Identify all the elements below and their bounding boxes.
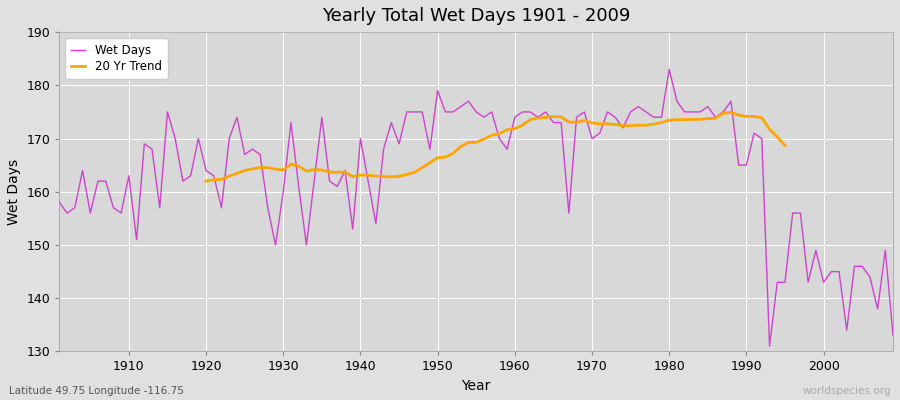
20 Yr Trend [201, 179, 212, 184]
Legend: Wet Days, 20 Yr Trend: Wet Days, 20 Yr Trend [66, 38, 167, 79]
20 Yr Trend [401, 172, 412, 177]
Text: worldspecies.org: worldspecies.org [803, 386, 891, 396]
20 Yr Trend [587, 120, 598, 125]
20 Yr Trend [255, 165, 266, 170]
20 Yr Trend [664, 118, 675, 122]
Wet Days [501, 147, 512, 152]
20 Yr Trend [501, 127, 512, 132]
Wet Days [664, 67, 675, 72]
Wet Days [887, 333, 898, 338]
Wet Days [602, 110, 613, 114]
20 Yr Trend [572, 120, 582, 125]
Title: Yearly Total Wet Days 1901 - 2009: Yearly Total Wet Days 1901 - 2009 [322, 7, 630, 25]
Wet Days [764, 344, 775, 348]
Line: Wet Days: Wet Days [59, 69, 893, 346]
Wet Days [54, 200, 65, 205]
Wet Days [509, 115, 520, 120]
Line: 20 Yr Trend: 20 Yr Trend [206, 112, 785, 181]
Wet Days [285, 120, 296, 125]
Wet Days [116, 211, 127, 216]
20 Yr Trend [725, 110, 736, 115]
Text: Latitude 49.75 Longitude -116.75: Latitude 49.75 Longitude -116.75 [9, 386, 184, 396]
20 Yr Trend [779, 143, 790, 148]
Wet Days [332, 184, 343, 189]
Y-axis label: Wet Days: Wet Days [7, 159, 21, 225]
X-axis label: Year: Year [462, 379, 490, 393]
